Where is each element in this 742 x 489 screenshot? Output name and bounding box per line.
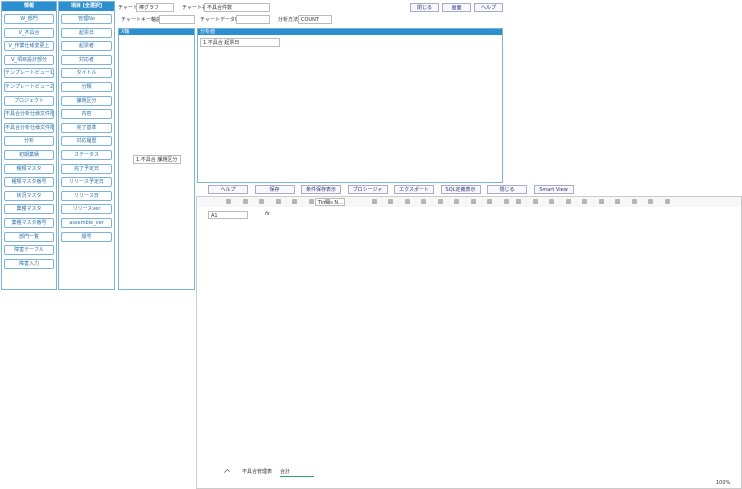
tool-icon[interactable] xyxy=(308,199,314,204)
table-button[interactable]: V_不具合 xyxy=(4,27,54,38)
spreadsheet xyxy=(196,196,742,489)
table-button[interactable]: 部門一覧 xyxy=(4,231,54,242)
tool-icon[interactable] xyxy=(325,199,330,204)
field-button[interactable]: 対応履歴 xyxy=(61,136,112,147)
tool-icon[interactable] xyxy=(470,199,476,204)
sheet-tab[interactable]: 不具合管理表 xyxy=(242,469,273,475)
tool-icon[interactable] xyxy=(615,199,620,204)
tool-icon[interactable] xyxy=(404,199,410,204)
field-button[interactable]: 課題区分 xyxy=(61,95,112,106)
label: チャート xyxy=(118,5,136,11)
chart-name-input[interactable]: 不具合件数 xyxy=(204,3,270,12)
table-button[interactable]: 種類マスタ xyxy=(4,163,54,174)
tool-icon[interactable] xyxy=(487,199,492,204)
action-button[interactable]: 条件保存表示 xyxy=(301,185,341,194)
tool-icon[interactable] xyxy=(598,199,604,204)
panel-header: 分析値 xyxy=(198,29,502,35)
field-button[interactable]: 完了予定日 xyxy=(61,163,112,174)
table-button[interactable]: 初期業績 xyxy=(4,150,54,160)
fx-label: fx xyxy=(265,211,270,217)
tool-icon[interactable] xyxy=(259,199,264,204)
tool-icon[interactable] xyxy=(631,199,637,204)
table-button[interactable]: 分析 xyxy=(4,136,54,147)
field-button[interactable]: assemble_ver xyxy=(61,218,112,228)
action-button[interactable]: Smart View xyxy=(533,185,574,194)
tool-icon[interactable] xyxy=(454,199,459,204)
sheet-tab[interactable]: 合計 xyxy=(280,468,314,477)
top-button[interactable]: ヘルプ xyxy=(474,3,503,12)
action-button[interactable]: 保存 xyxy=(254,185,295,194)
tool-icon[interactable] xyxy=(648,199,653,204)
action-button[interactable]: 閉じる xyxy=(487,185,527,194)
table-button[interactable]: V_項目設計部分 xyxy=(4,54,54,65)
field-button[interactable]: リリースver xyxy=(61,204,112,215)
panel-header: 情報 xyxy=(2,2,56,11)
chip[interactable]: 1.不具合 課題区分 xyxy=(133,155,181,164)
field-button[interactable]: 管理No xyxy=(61,14,112,24)
tool-icon[interactable] xyxy=(582,199,587,204)
field-button[interactable]: 対応者 xyxy=(61,54,112,65)
field-button[interactable]: 分類 xyxy=(61,82,112,92)
action-button[interactable]: ヘルプ xyxy=(208,185,248,194)
table-button[interactable]: 業種マスタ xyxy=(4,204,54,215)
top-button[interactable]: 閉じる xyxy=(410,3,439,12)
value-panel xyxy=(197,28,503,183)
tool-icon[interactable] xyxy=(664,199,670,204)
tool-icon[interactable] xyxy=(242,199,248,204)
tool-icon[interactable] xyxy=(371,199,377,204)
table-button[interactable]: 不具合分析仕様文件階2 xyxy=(4,122,54,133)
zoom-label: 100% xyxy=(716,480,731,486)
label: チャートデータ軸設定 xyxy=(200,17,236,23)
tool-icon[interactable] xyxy=(275,199,281,204)
label: チャートキー軸設定 xyxy=(121,17,159,23)
field-button[interactable]: タイトル xyxy=(61,68,112,79)
table-button[interactable]: 障害テーブル xyxy=(4,245,54,256)
chart-type-select[interactable]: 棒グラフ xyxy=(136,3,174,12)
label: 分析方法 xyxy=(278,17,298,23)
table-button[interactable]: 状況マスタ xyxy=(4,190,54,201)
table-button[interactable]: プロジェクト xyxy=(4,95,54,106)
font-box[interactable]: Times N... xyxy=(315,198,345,206)
field-button[interactable]: リリース日 xyxy=(61,190,112,201)
field-button[interactable]: 起票日 xyxy=(61,27,112,38)
tool-icon[interactable] xyxy=(388,199,393,204)
toolbar xyxy=(197,197,741,207)
field-button[interactable]: 起票者 xyxy=(61,41,112,52)
action-button[interactable]: プロシージャ xyxy=(347,185,388,194)
table-button[interactable]: テンプレートビュー2 xyxy=(4,82,54,92)
field-button[interactable]: 内容 xyxy=(61,109,112,120)
chip[interactable]: 1.不具合 起票日 xyxy=(200,38,280,47)
tool-icon[interactable] xyxy=(437,199,443,204)
table-button[interactable]: 種類マスタ番号 xyxy=(4,177,54,188)
tool-icon[interactable] xyxy=(226,199,231,204)
action-button[interactable]: SQL定義表示 xyxy=(440,185,481,194)
table-button[interactable]: W_部門 xyxy=(4,14,54,24)
table-button[interactable]: テンプレートビュー1 xyxy=(4,68,54,79)
field-button[interactable]: 順号 xyxy=(61,231,112,242)
table-button[interactable]: 業種マスタ番号 xyxy=(4,218,54,228)
tool-icon[interactable] xyxy=(421,199,426,204)
table-button[interactable]: 障害入力 xyxy=(4,258,54,269)
tool-icon[interactable] xyxy=(565,199,571,204)
top-button[interactable]: 画面 xyxy=(442,3,471,12)
tool-icon[interactable] xyxy=(516,199,521,204)
name-box[interactable]: A1 xyxy=(208,211,248,219)
table-button[interactable]: 不具合分析仕様文件階 xyxy=(4,109,54,120)
method-select[interactable]: COUNT xyxy=(298,15,332,24)
field-button[interactable]: ステータス xyxy=(61,150,112,160)
field-button[interactable]: リリース予定日 xyxy=(61,177,112,188)
field-button[interactable]: 完了基準 xyxy=(61,122,112,133)
tool-icon[interactable] xyxy=(292,199,297,204)
tool-icon[interactable] xyxy=(503,199,509,204)
panel-header: 項目 [全選択] xyxy=(59,2,114,11)
table-button[interactable]: V_作業仕様変更上 xyxy=(4,41,54,52)
tool-icon[interactable] xyxy=(532,199,538,204)
action-button[interactable]: エクスポート xyxy=(394,185,434,194)
panel-header: X軸 xyxy=(119,29,194,35)
key-axis-input[interactable] xyxy=(159,15,195,24)
label: チャート名 xyxy=(182,5,204,11)
tool-icon[interactable] xyxy=(549,199,554,204)
data-axis-input[interactable] xyxy=(236,15,270,24)
